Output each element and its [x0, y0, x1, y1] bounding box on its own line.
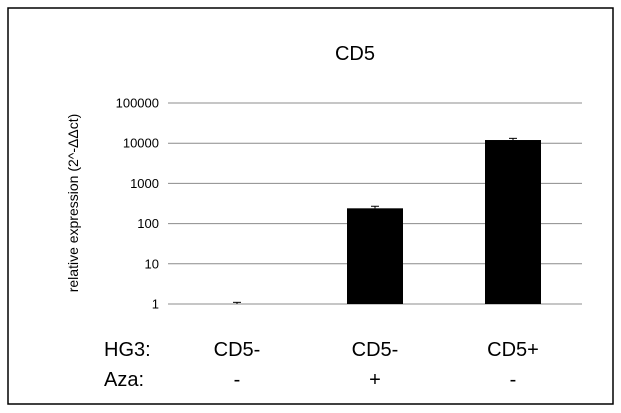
bar	[347, 208, 403, 304]
y-tick-label: 10	[145, 256, 159, 271]
y-tick-label: 100000	[116, 96, 159, 111]
error-bar	[233, 301, 241, 304]
y-tick-labels: 1 10 100 1000 10000 100000	[116, 96, 159, 312]
y-axis-label: relative expression (2^-ΔΔct)	[65, 114, 81, 293]
y-tick-label: 1	[152, 297, 159, 312]
error-bar	[371, 205, 379, 209]
y-tick-label: 10000	[123, 136, 159, 151]
bars	[347, 140, 541, 304]
x-category-label: +	[369, 369, 381, 391]
error-bars	[233, 137, 517, 304]
x-category-label: CD5-	[352, 339, 399, 361]
x-category-label: CD5-	[214, 339, 261, 361]
x-category-label: -	[234, 369, 241, 391]
x-category-label: -	[510, 369, 517, 391]
x-category-label: CD5+	[487, 339, 539, 361]
error-bar	[509, 137, 517, 141]
category-rows: HG3: CD5- CD5- CD5+ Aza: - + -	[104, 339, 539, 391]
bar	[485, 140, 541, 304]
row-label: Aza:	[104, 369, 144, 391]
row-label: HG3:	[104, 339, 151, 361]
y-tick-label: 100	[137, 216, 159, 231]
y-tick-label: 1000	[130, 176, 159, 191]
chart-title: CD5	[335, 43, 375, 65]
